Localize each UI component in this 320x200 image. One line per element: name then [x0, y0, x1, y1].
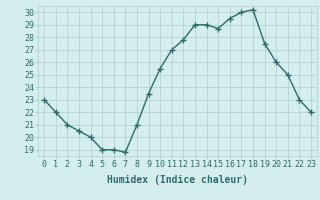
X-axis label: Humidex (Indice chaleur): Humidex (Indice chaleur): [107, 175, 248, 185]
